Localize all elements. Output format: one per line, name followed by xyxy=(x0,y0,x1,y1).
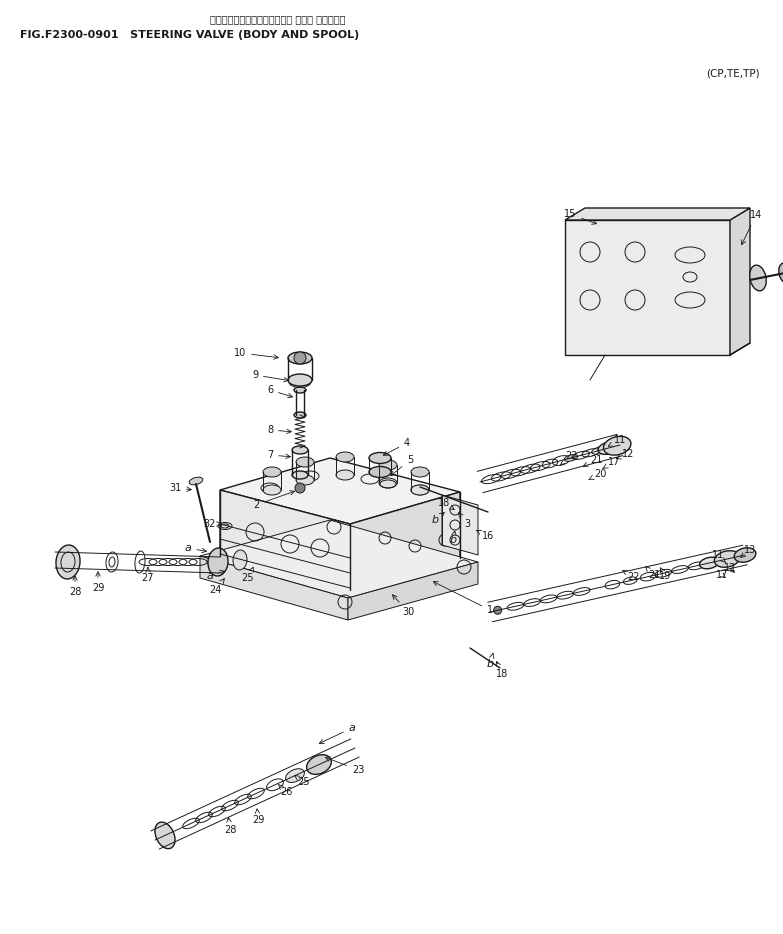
Text: 20: 20 xyxy=(589,469,606,480)
Text: a: a xyxy=(207,571,225,581)
Ellipse shape xyxy=(208,548,228,576)
Text: 14: 14 xyxy=(742,210,762,245)
Polygon shape xyxy=(565,220,730,355)
Text: 31: 31 xyxy=(169,483,191,493)
Circle shape xyxy=(294,352,306,364)
Text: a: a xyxy=(319,723,355,743)
Text: 9: 9 xyxy=(252,370,288,382)
Text: 6: 6 xyxy=(267,385,293,398)
Text: 19: 19 xyxy=(659,568,671,581)
Ellipse shape xyxy=(296,475,314,485)
Ellipse shape xyxy=(779,263,783,283)
Text: 26: 26 xyxy=(278,785,292,797)
Ellipse shape xyxy=(292,471,308,479)
Ellipse shape xyxy=(699,558,719,569)
Ellipse shape xyxy=(263,485,281,495)
Ellipse shape xyxy=(296,457,314,467)
Polygon shape xyxy=(348,562,478,620)
Ellipse shape xyxy=(369,466,391,477)
Text: 7: 7 xyxy=(267,450,290,460)
Ellipse shape xyxy=(714,551,740,567)
Text: 29: 29 xyxy=(92,572,104,593)
Ellipse shape xyxy=(379,460,397,470)
Ellipse shape xyxy=(292,446,308,454)
Text: 3: 3 xyxy=(459,513,470,529)
Ellipse shape xyxy=(411,467,429,477)
Circle shape xyxy=(295,483,305,493)
Text: 17: 17 xyxy=(603,457,620,469)
Text: 4: 4 xyxy=(384,438,410,455)
Ellipse shape xyxy=(189,477,203,485)
Ellipse shape xyxy=(294,387,306,393)
Text: 21: 21 xyxy=(646,567,660,580)
Text: ステアリングバルブ（ボディー オヨビ スプール）: ステアリングバルブ（ボディー オヨビ スプール） xyxy=(210,14,345,24)
Text: 22: 22 xyxy=(561,451,579,464)
Ellipse shape xyxy=(263,467,281,477)
Text: 8: 8 xyxy=(267,425,291,435)
Text: 29: 29 xyxy=(252,809,264,825)
Polygon shape xyxy=(442,495,478,555)
Ellipse shape xyxy=(56,545,80,579)
Text: 23: 23 xyxy=(326,757,364,775)
Ellipse shape xyxy=(336,470,354,480)
Text: b: b xyxy=(449,531,456,545)
Polygon shape xyxy=(220,490,350,590)
Text: 28: 28 xyxy=(224,817,236,835)
Ellipse shape xyxy=(307,755,331,774)
Text: b: b xyxy=(486,654,494,669)
Text: 12: 12 xyxy=(616,449,634,459)
Text: 18: 18 xyxy=(438,498,454,510)
Text: 5: 5 xyxy=(391,455,413,475)
Text: FIG.F2300-0901   STEERING VALVE (BODY AND SPOOL): FIG.F2300-0901 STEERING VALVE (BODY AND … xyxy=(20,30,359,40)
Ellipse shape xyxy=(155,822,175,849)
Polygon shape xyxy=(350,492,460,590)
Text: 22: 22 xyxy=(622,571,640,582)
Text: 10: 10 xyxy=(234,348,278,360)
Ellipse shape xyxy=(734,547,756,562)
Text: 30: 30 xyxy=(392,595,414,617)
Text: b: b xyxy=(431,513,444,525)
Polygon shape xyxy=(565,208,750,220)
Text: 13: 13 xyxy=(741,545,756,558)
Ellipse shape xyxy=(288,352,312,364)
Text: 1: 1 xyxy=(433,582,493,615)
Text: 28: 28 xyxy=(69,575,81,597)
Ellipse shape xyxy=(379,478,397,488)
Text: 16: 16 xyxy=(477,531,494,541)
Ellipse shape xyxy=(598,442,619,455)
Ellipse shape xyxy=(749,265,767,290)
Polygon shape xyxy=(220,458,460,524)
Circle shape xyxy=(493,606,502,615)
Ellipse shape xyxy=(565,455,578,461)
Text: 12: 12 xyxy=(723,563,736,573)
Ellipse shape xyxy=(286,769,305,783)
Text: 27: 27 xyxy=(142,567,154,583)
Text: 11: 11 xyxy=(712,550,726,563)
Text: 21: 21 xyxy=(583,455,602,466)
Ellipse shape xyxy=(336,452,354,462)
Text: 25: 25 xyxy=(294,775,310,787)
Text: 24: 24 xyxy=(209,579,225,595)
Ellipse shape xyxy=(604,436,631,455)
Polygon shape xyxy=(730,208,750,355)
Text: 18: 18 xyxy=(496,661,508,679)
Text: 17: 17 xyxy=(716,570,728,580)
Text: 11: 11 xyxy=(608,435,626,446)
Ellipse shape xyxy=(411,485,429,495)
Ellipse shape xyxy=(233,550,247,570)
Polygon shape xyxy=(200,520,478,598)
Text: a: a xyxy=(185,543,207,553)
Text: 32: 32 xyxy=(204,519,222,529)
Text: (CP,TE,TP): (CP,TE,TP) xyxy=(706,68,760,78)
Text: 25: 25 xyxy=(242,567,254,583)
Text: 2: 2 xyxy=(253,490,294,510)
Ellipse shape xyxy=(369,452,391,463)
Ellipse shape xyxy=(288,374,312,386)
Ellipse shape xyxy=(294,412,306,418)
Polygon shape xyxy=(200,556,348,620)
Text: 15: 15 xyxy=(564,209,597,224)
